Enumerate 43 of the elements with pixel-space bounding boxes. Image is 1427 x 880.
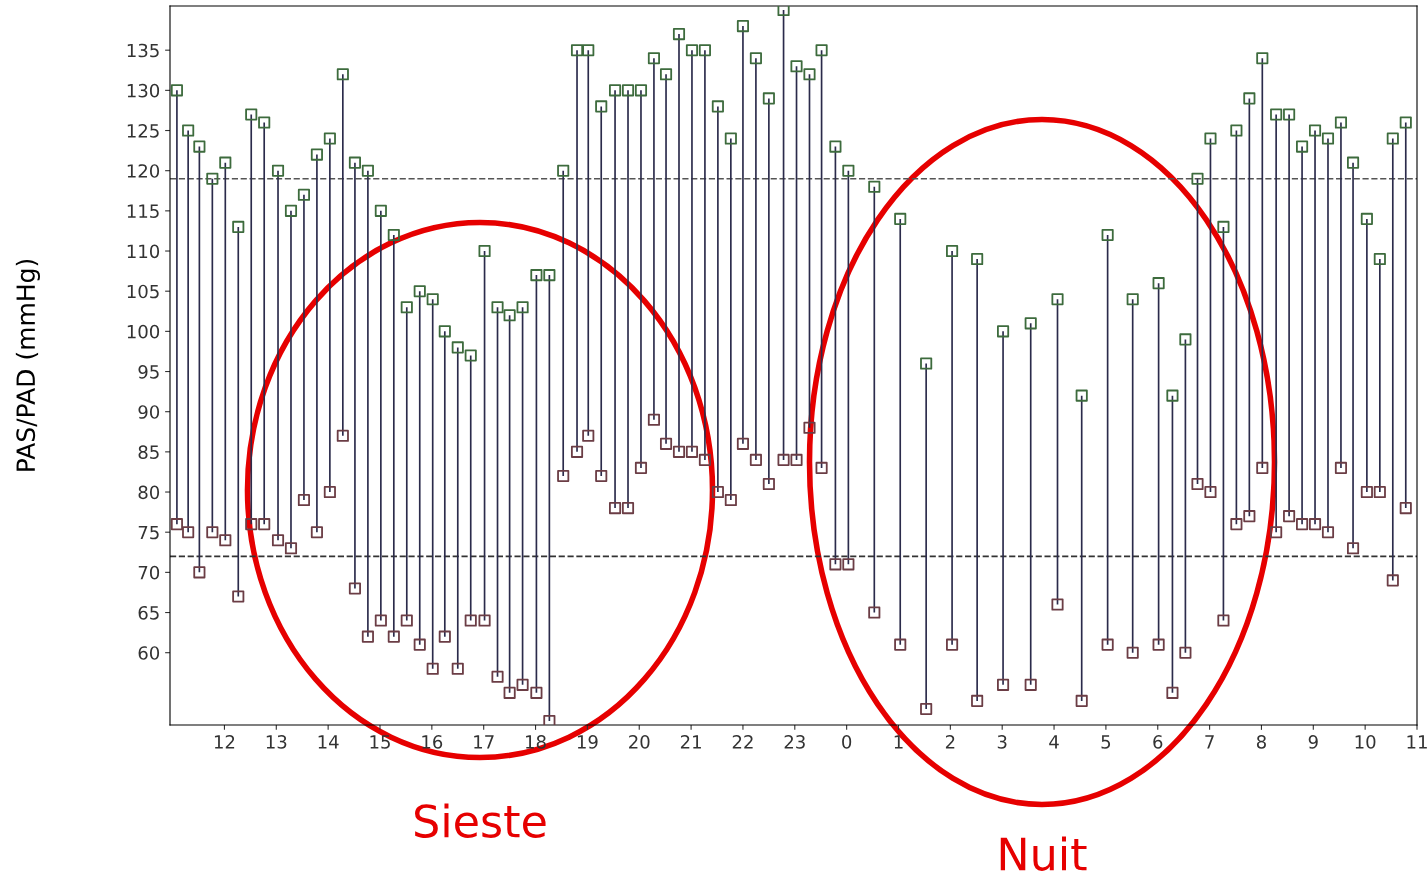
y-tick-label: 120 — [127, 164, 160, 178]
x-tick-label: 16 — [422, 735, 443, 749]
x-tick-label: 12 — [214, 735, 235, 749]
x-tick-label: 23 — [784, 735, 805, 749]
y-tick-label: 65 — [138, 605, 159, 620]
x-tick-label: 2 — [945, 735, 955, 749]
x-tick-label: 18 — [526, 735, 546, 749]
x-tick-label: 17 — [474, 735, 494, 749]
x-tick-label: 20 — [629, 735, 650, 749]
x-tick-label: 14 — [318, 735, 339, 749]
y-tick-label: 70 — [138, 565, 160, 580]
y-tick-label: 75 — [138, 525, 159, 540]
x-tick-label: 5 — [1101, 735, 1111, 749]
x-tick-label: 0 — [842, 735, 852, 749]
x-tick-label: 15 — [370, 735, 390, 749]
x-tick-label: 19 — [577, 735, 598, 749]
x-tick-label: 3 — [997, 735, 1007, 749]
x-tick-label: 8 — [1256, 735, 1266, 749]
x-tick-label: 4 — [1049, 735, 1059, 749]
y-tick-label: 105 — [127, 284, 159, 299]
y-tick-label: 95 — [138, 364, 159, 379]
y-tick-label: 85 — [138, 445, 159, 459]
y-tick-label: 135 — [127, 43, 159, 58]
x-tick-label: 13 — [266, 735, 287, 749]
x-tick-label: 9 — [1308, 735, 1318, 749]
x-tick-label: 21 — [680, 735, 701, 749]
x-tick-label: 6 — [1153, 735, 1163, 749]
y-tick-label: 110 — [127, 244, 160, 259]
text: Sieste — [415, 803, 546, 838]
text: Nuit — [1000, 836, 1087, 871]
x-tick-label: 11 — [1407, 735, 1427, 749]
y-tick-label: 90 — [138, 405, 160, 419]
y-tick-label: 80 — [138, 485, 160, 500]
y-tick-label: 60 — [138, 646, 160, 660]
y-tick-label: 125 — [127, 123, 159, 138]
x-tick-label: 10 — [1355, 735, 1376, 749]
y-tick-label: 115 — [127, 204, 159, 218]
x-tick-label: 7 — [1205, 735, 1214, 749]
y-axis-title: PAS/PAD (mmHg) — [15, 259, 40, 471]
y-tick-label: 100 — [127, 324, 160, 339]
y-tick-label: 130 — [127, 83, 160, 98]
x-tick-label: 1 — [894, 735, 903, 749]
x-tick-label: 22 — [732, 735, 753, 749]
